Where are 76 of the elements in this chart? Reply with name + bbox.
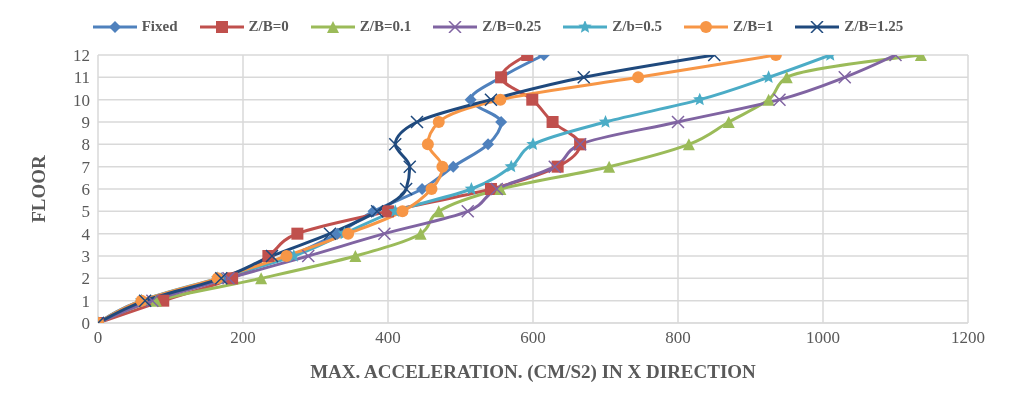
point [432, 116, 445, 128]
point [425, 183, 438, 195]
point [291, 227, 304, 240]
point [396, 205, 409, 218]
point [577, 70, 591, 85]
point [410, 115, 424, 129]
y-tick-label: 11 [73, 68, 90, 88]
point [484, 92, 498, 107]
y-tick-label: 6 [81, 180, 90, 200]
point [772, 92, 787, 107]
y-tick-label: 5 [81, 202, 90, 222]
point [495, 116, 508, 128]
point [388, 137, 402, 152]
y-axis-title: FLOOR [27, 154, 49, 223]
point [399, 182, 413, 196]
x-axis-title: MAX. ACCELERATION. (CM/S2) IN X DIRECTION [310, 361, 757, 383]
point [598, 115, 613, 128]
point [722, 116, 735, 128]
x-tick-label: 1200 [951, 328, 985, 348]
point [145, 293, 160, 308]
point [693, 92, 707, 106]
point [323, 226, 337, 241]
y-tick-label: 8 [81, 135, 90, 155]
point [504, 159, 518, 173]
x-tick-label: 1000 [806, 328, 840, 348]
point [464, 93, 477, 106]
point [255, 272, 268, 285]
point [221, 271, 236, 286]
x-tick-label: 600 [520, 328, 546, 348]
point [762, 93, 775, 106]
point [377, 226, 392, 241]
point [265, 249, 279, 263]
point [526, 93, 539, 106]
legend-label: Z/B=0 [247, 18, 289, 35]
y-tick-label: 7 [81, 157, 91, 177]
point [414, 227, 427, 240]
point [342, 227, 355, 240]
point [421, 138, 434, 151]
y-tick-label: 2 [81, 269, 90, 289]
point [464, 182, 479, 195]
point [447, 160, 460, 173]
legend-label: Fixed [140, 18, 178, 35]
y-tick-label: 1 [81, 291, 90, 311]
y-tick-label: 3 [81, 247, 90, 267]
point [301, 249, 315, 263]
point [838, 70, 852, 85]
legend-label: Z/B=1 [732, 18, 774, 35]
point [138, 293, 152, 308]
y-tick-label: 10 [73, 90, 90, 110]
legend-label: Z/B=0.25 [481, 18, 542, 35]
point [603, 160, 616, 173]
point [436, 160, 449, 173]
x-tick-label: 200 [230, 328, 256, 348]
x-tick-label: 400 [375, 328, 401, 348]
point [482, 138, 495, 151]
point [461, 204, 475, 219]
legend-label: Z/B=1.25 [843, 18, 904, 35]
legend-label: Z/b=0.5 [611, 18, 663, 35]
y-tick-label: 9 [81, 113, 90, 133]
point [280, 250, 293, 262]
point [780, 71, 793, 84]
y-tick-label: 4 [81, 224, 91, 244]
point [370, 204, 384, 219]
y-tick-label: 0 [81, 314, 90, 334]
point [494, 93, 507, 106]
point [526, 137, 540, 150]
x-tick-label: 800 [665, 328, 691, 348]
point [546, 116, 559, 128]
legend-label: Z/B=0.1 [358, 18, 412, 35]
point [490, 182, 504, 196]
point [632, 71, 645, 84]
point [671, 115, 685, 129]
point [403, 159, 417, 174]
point [682, 138, 695, 151]
point [349, 250, 362, 262]
y-tick-label: 12 [73, 46, 90, 66]
